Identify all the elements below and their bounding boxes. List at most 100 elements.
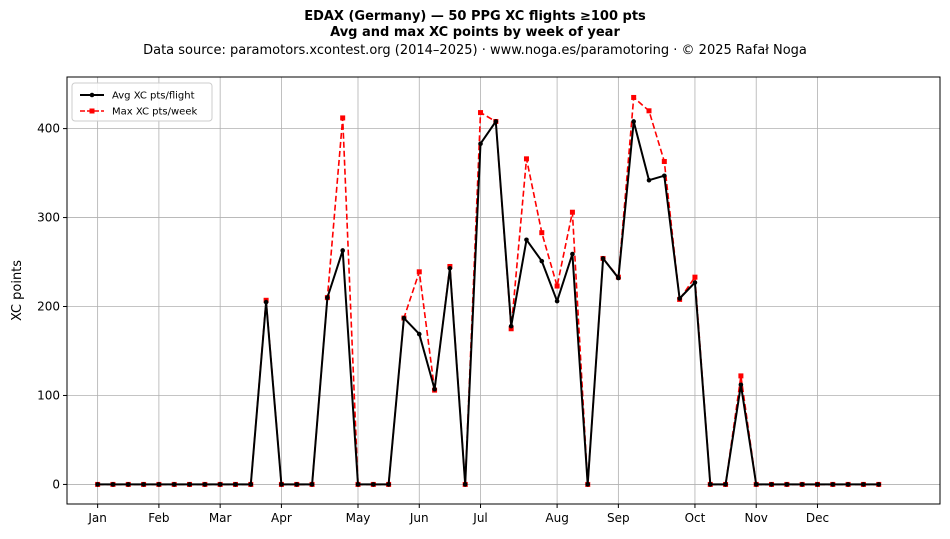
data-point <box>585 482 591 487</box>
data-point <box>784 482 790 487</box>
data-point <box>830 482 836 487</box>
legend-marker <box>89 108 95 114</box>
data-point <box>662 173 667 179</box>
x-tick-label: Oct <box>685 511 706 525</box>
data-point <box>171 482 177 487</box>
x-tick-label: Aug <box>545 511 568 525</box>
series-layer <box>95 94 882 487</box>
data-point <box>631 94 637 100</box>
data-point <box>416 331 422 337</box>
data-point <box>340 115 346 121</box>
data-point <box>508 323 514 329</box>
y-tick-label: 300 <box>37 211 60 225</box>
data-point <box>478 141 483 147</box>
data-point <box>462 482 468 487</box>
grid <box>67 77 940 504</box>
data-point <box>355 482 361 487</box>
x-tick-label: Dec <box>806 511 829 525</box>
y-tick-label: 200 <box>37 300 60 314</box>
data-point <box>493 119 499 124</box>
data-point <box>646 108 652 114</box>
chart-source-note: Data source: paramotors.xcontest.org (20… <box>143 43 807 58</box>
data-point <box>294 482 300 487</box>
data-point <box>401 315 407 321</box>
data-point <box>631 119 636 124</box>
data-point <box>217 482 223 487</box>
data-point <box>263 299 269 305</box>
data-point <box>554 298 560 304</box>
data-point <box>769 482 774 487</box>
data-point <box>692 274 698 280</box>
y-tick-label: 400 <box>37 122 60 136</box>
data-point <box>723 482 728 487</box>
data-point <box>661 159 667 165</box>
y-axis-label: XC points <box>10 260 25 321</box>
x-tick-label: Jun <box>409 511 429 525</box>
data-point <box>187 482 192 487</box>
data-point <box>447 265 453 271</box>
data-point <box>554 283 560 289</box>
x-tick-label: May <box>346 511 371 525</box>
data-point <box>478 110 484 116</box>
x-tick-label: Feb <box>148 511 169 525</box>
data-point <box>371 482 376 487</box>
data-point <box>125 482 131 487</box>
data-point <box>279 482 284 487</box>
series-line <box>97 120 879 486</box>
data-point <box>156 482 162 487</box>
data-point <box>876 482 882 487</box>
data-point <box>799 482 805 487</box>
data-point <box>646 177 652 183</box>
chart-title: EDAX (Germany) — 50 PPG XC flights ≥100 … <box>304 9 646 24</box>
data-point <box>569 209 575 215</box>
series-line <box>97 96 879 486</box>
data-point <box>539 230 545 236</box>
data-point <box>738 373 744 379</box>
data-point <box>600 256 606 261</box>
data-point <box>616 275 621 281</box>
data-point <box>508 326 514 332</box>
data-point <box>753 482 759 487</box>
data-point <box>539 258 545 264</box>
x-tick-label: Jul <box>472 511 487 525</box>
data-point <box>707 482 713 487</box>
data-point <box>233 482 238 487</box>
plot-frame <box>66 76 941 505</box>
x-tick-label: Nov <box>744 511 767 525</box>
data-point <box>325 295 330 300</box>
legend-box <box>71 82 213 122</box>
data-point <box>416 269 422 275</box>
y-tick-label: 0 <box>52 477 60 491</box>
chart-subtitle: Avg and max XC points by week of year <box>330 25 620 40</box>
data-point <box>386 482 391 487</box>
data-point <box>692 280 698 285</box>
data-point <box>248 482 254 487</box>
data-point <box>523 156 529 162</box>
data-point <box>110 482 116 487</box>
data-point <box>340 248 345 253</box>
data-point <box>141 482 146 487</box>
data-point <box>95 482 100 487</box>
legend: Avg XC pts/flight Max XC pts/week <box>71 82 213 122</box>
data-point <box>432 386 437 392</box>
data-point <box>677 296 682 301</box>
axis-ticks: Jan Feb Mar Apr May Jun Jul Aug Sep Oct Nov Dec 0 100… <box>37 122 829 525</box>
legend-label: Max XC pts/week <box>112 107 197 118</box>
y-tick-label: 100 <box>37 388 60 402</box>
x-tick-label: Apr <box>271 511 292 525</box>
legend-marker <box>89 92 95 98</box>
data-point <box>738 382 744 388</box>
legend-label: Avg XC pts/flight <box>112 91 195 102</box>
data-point <box>815 482 820 487</box>
data-point <box>202 482 208 487</box>
data-point <box>861 482 866 487</box>
x-tick-label: Mar <box>209 511 232 525</box>
x-tick-label: Sep <box>607 511 630 525</box>
data-point <box>309 482 315 487</box>
data-point <box>524 237 529 243</box>
data-point <box>845 482 851 487</box>
x-tick-label: Jan <box>87 511 107 525</box>
data-point <box>570 251 575 257</box>
